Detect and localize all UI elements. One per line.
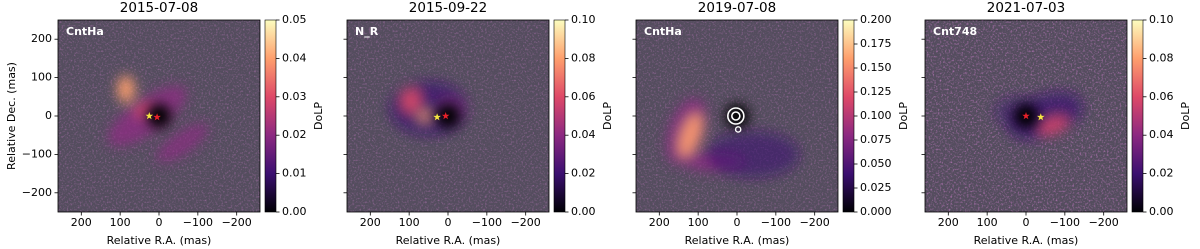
x-tick-label: 100 xyxy=(399,216,420,229)
panel-title: 2015-07-08 xyxy=(120,0,198,16)
image xyxy=(636,20,838,212)
colorbar-tick-label: 0.02 xyxy=(571,167,596,180)
star-marker xyxy=(1022,112,1030,120)
x-axis-label: Relative R.A. (mas) xyxy=(107,234,212,247)
x-tick-label: 0 xyxy=(734,216,741,229)
emission-blob xyxy=(678,113,703,158)
x-axis-label: Relative R.A. (mas) xyxy=(685,234,790,247)
panel-title: 2015-09-22 xyxy=(409,0,487,16)
x-tick-label: −100 xyxy=(472,216,502,229)
x-tick-label: 0 xyxy=(156,216,163,229)
colorbar-tick-label: 0.04 xyxy=(282,51,307,64)
colorbar-tick-label: 0.175 xyxy=(860,37,892,50)
ring-marker xyxy=(727,107,745,125)
emission xyxy=(666,98,800,178)
colorbar-label: DoLP xyxy=(312,102,325,130)
x-tick-label: 0 xyxy=(445,216,452,229)
colorbar-tick-label: 0.050 xyxy=(860,157,892,170)
star-marker xyxy=(433,113,441,121)
colorbar xyxy=(842,19,855,213)
colorbar-tick-label: 0.04 xyxy=(571,128,596,141)
colorbar-tick-label: 0.04 xyxy=(1149,128,1174,141)
colorbar-tick-label: 0.02 xyxy=(282,128,307,141)
y-tick-label: −200 xyxy=(22,186,52,199)
colorbar-tick-label: 0.05 xyxy=(282,13,307,26)
colorbar xyxy=(553,19,566,213)
x-tick-label: 100 xyxy=(977,216,998,229)
x-axis-label: Relative R.A. (mas) xyxy=(974,234,1079,247)
x-tick-label: 100 xyxy=(110,216,131,229)
x-tick-label: 100 xyxy=(688,216,709,229)
emission-blob xyxy=(117,75,135,103)
y-tick-label: −100 xyxy=(22,147,52,160)
colorbar-label: DoLP xyxy=(601,102,614,130)
star-marker xyxy=(145,112,154,120)
panel-label: CntHa xyxy=(644,25,682,38)
colorbar-label: DoLP xyxy=(1179,102,1192,130)
y-axis-label: Relative Dec. (mas) xyxy=(5,62,18,170)
colorbar-label: DoLP xyxy=(897,102,910,130)
colorbar-tick-label: 0.10 xyxy=(1149,13,1174,26)
colorbar-tick-label: 0.100 xyxy=(860,109,892,122)
colorbar-tick-label: 0.00 xyxy=(282,205,307,218)
colorbar-tick-label: 0.025 xyxy=(860,181,892,194)
colorbar-tick-label: 0.08 xyxy=(1149,51,1174,64)
colorbar-tick-label: 0.02 xyxy=(1149,167,1174,180)
x-tick-label: 200 xyxy=(360,216,381,229)
panel-title: 2021-07-03 xyxy=(987,0,1065,16)
x-tick-label: −200 xyxy=(800,216,830,229)
colorbar-tick-label: 0.00 xyxy=(571,205,596,218)
x-tick-label: −200 xyxy=(222,216,252,229)
x-tick-label: −100 xyxy=(761,216,791,229)
star-marker xyxy=(1037,113,1045,121)
star-marker xyxy=(153,113,161,121)
emission-blob xyxy=(401,88,421,113)
x-tick-label: 200 xyxy=(71,216,92,229)
colorbar-tick-label: 0.01 xyxy=(282,167,307,180)
emission-blob xyxy=(1038,116,1069,135)
dot-marker xyxy=(734,126,742,133)
colorbar-tick-label: 0.150 xyxy=(860,61,892,74)
y-tick-label: 100 xyxy=(31,71,52,84)
colorbar-tick-label: 0.075 xyxy=(860,133,892,146)
colorbar-tick-label: 0.10 xyxy=(571,13,596,26)
ring xyxy=(727,107,745,125)
panel: CntHa 2019-07-08 200 100 0 −100 −200 Relative R… xyxy=(632,0,910,247)
panel-label: N_R xyxy=(355,25,379,38)
x-tick-label: 0 xyxy=(1023,216,1030,229)
emission-blob xyxy=(156,122,209,163)
y-tick-label: 200 xyxy=(31,32,52,45)
colorbar xyxy=(264,19,277,213)
colorbar-tick-label: 0.08 xyxy=(571,51,596,64)
x-tick-label: 200 xyxy=(938,216,959,229)
colorbar-tick-label: 0.125 xyxy=(860,85,892,98)
image xyxy=(347,20,549,212)
x-tick-label: −200 xyxy=(1089,216,1119,229)
colorbar-tick-label: 0.00 xyxy=(1149,205,1174,218)
emission-blob xyxy=(705,131,800,178)
x-tick-label: 200 xyxy=(649,216,670,229)
y-tick-label: 0 xyxy=(45,109,52,122)
ring xyxy=(731,111,741,121)
x-tick-label: −200 xyxy=(511,216,541,229)
panel: CntHa 2015-07-08 200 100 0 −100 −200 Relative R… xyxy=(5,0,325,247)
x-tick-label: −100 xyxy=(183,216,213,229)
panel-label: CntHa xyxy=(66,25,104,38)
colorbar-tick-label: 0.06 xyxy=(571,90,596,103)
panel: Cnt748 2021-07-03 200 100 0 −100 −200 Relative … xyxy=(921,0,1192,247)
center-mask xyxy=(436,104,460,128)
colorbar-tick-label: 0.000 xyxy=(860,205,892,218)
colorbar-tick-label: 0.03 xyxy=(282,90,307,103)
colorbar xyxy=(1131,19,1144,213)
star-marker xyxy=(441,112,450,120)
panel-label: Cnt748 xyxy=(933,25,977,38)
colorbar-tick-label: 0.200 xyxy=(860,13,892,26)
x-tick-label: −100 xyxy=(1050,216,1080,229)
colorbar-tick-label: 0.06 xyxy=(1149,90,1174,103)
emission-blob xyxy=(417,110,432,122)
x-axis-label: Relative R.A. (mas) xyxy=(396,234,501,247)
panel: N_R 2015-09-22 200 100 0 −100 −200 Relative R.A… xyxy=(343,0,614,247)
panel-title: 2019-07-08 xyxy=(698,0,776,16)
